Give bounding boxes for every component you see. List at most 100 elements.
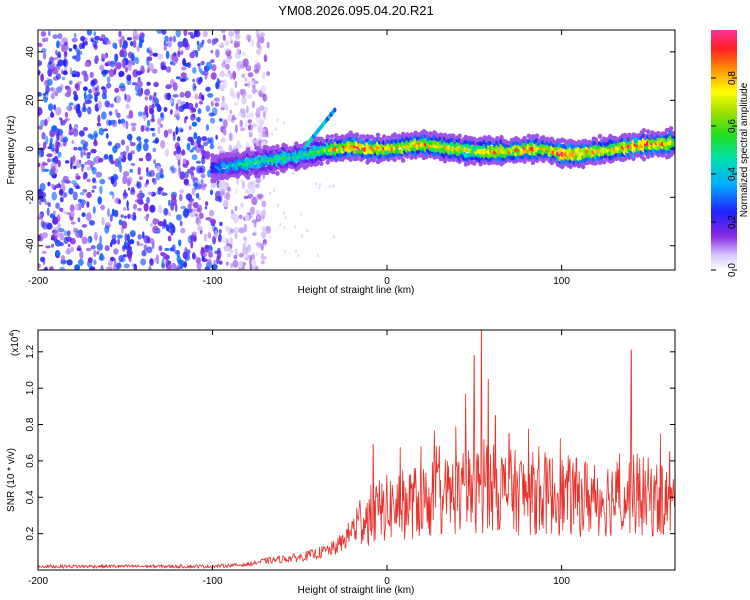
heatmap-signal-cell (392, 157, 397, 163)
heatmap-noise-cell (67, 243, 71, 248)
heatmap-noise-cell (127, 152, 133, 161)
heatmap-noise-cell (184, 116, 189, 120)
heatmap-signal-cell (581, 164, 586, 170)
heatmap-noise-cell (157, 186, 163, 195)
heatmap-noise-cell (118, 70, 125, 77)
heatmap-noise-cell (202, 30, 208, 38)
heatmap-noise-cell (142, 111, 147, 116)
heatmap-noise-cell (246, 114, 249, 119)
heatmap-noise-cell (256, 40, 261, 49)
heatmap-noise-cell (257, 33, 260, 42)
heatmap-noise-cell (74, 264, 80, 270)
heatmap-noise-cell (90, 80, 96, 87)
heatmap-noise-cell (96, 122, 101, 127)
heatmap-noise-cell (125, 103, 130, 110)
heatmap-noise-cell (162, 219, 167, 228)
heatmap-noise-cell (86, 166, 91, 171)
heatmap-noise-cell (119, 87, 126, 92)
heatmap-noise-cell (93, 250, 97, 258)
heatmap-noise-cell (100, 264, 104, 270)
heatmap-noise-cell (195, 213, 198, 217)
heatmap-noise-cell (106, 40, 112, 45)
heatmap-noise-cell (146, 119, 151, 127)
heatmap-signal-cell (382, 134, 387, 140)
heatmap-noise-cell (52, 66, 59, 75)
heatmap-noise-cell (188, 125, 192, 131)
heatmap-noise-cell (112, 42, 117, 49)
heatmap-noise-cell (86, 159, 92, 166)
heatmap-noise-cell (147, 62, 154, 72)
heatmap-noise-cell (179, 193, 183, 202)
heatmap-noise-cell (51, 148, 55, 152)
heatmap-noise-cell (122, 151, 127, 157)
heatmap-noise-cell (106, 133, 109, 139)
heatmap-noise-cell (189, 201, 193, 206)
heatmap-noise-cell (73, 44, 77, 50)
heatmap-signal-cell (522, 159, 527, 164)
heatmap-noise-cell (207, 93, 214, 98)
heatmap-noise-cell (154, 137, 159, 144)
heatmap-noise-cell (232, 259, 239, 268)
heatmap-noise-cell (197, 225, 203, 231)
heatmap-noise-cell (122, 60, 126, 69)
heatmap-noise-cell (149, 50, 154, 57)
heatmap-noise-cell (146, 196, 150, 204)
heatmap-noise-cell (279, 222, 282, 227)
heatmap-noise-cell (201, 39, 205, 45)
snr-y-ticks: 0.2 0.4 0.6 0.8 1.0 1.2 (25, 344, 675, 541)
heatmap-noise-cell (259, 105, 265, 112)
heatmap-noise-cell (45, 135, 49, 145)
heatmap-noise-cell (224, 40, 229, 47)
heatmap-noise-cell (69, 67, 73, 75)
heatmap-noise-cell (207, 38, 212, 44)
heatmap-noise-cell (64, 111, 69, 118)
heatmap-noise-cell (146, 246, 153, 254)
heatmap-noise-cell (77, 80, 82, 85)
heatmap-noise-cell (172, 94, 179, 98)
heatmap-noise-cell (208, 251, 214, 258)
heatmap-noise-cell (256, 107, 261, 114)
heatmap-noise-cell (149, 94, 152, 101)
heatmap-noise-cell (143, 203, 149, 212)
heatmap-noise-cell (145, 179, 149, 185)
heatmap-noise-cell (38, 234, 41, 242)
heatmap-noise-cell (137, 200, 144, 205)
heatmap-noise-cell (251, 219, 258, 224)
heatmap-noise-cell (101, 58, 106, 62)
heatmap-noise-cell (205, 248, 210, 253)
heatmap-noise-cell (81, 224, 88, 228)
heatmap-noise-cell (56, 214, 61, 223)
heatmap-noise-cell (149, 258, 154, 266)
heatmap-noise-cell (172, 82, 178, 91)
heatmap-noise-cell (171, 165, 175, 174)
heatmap-noise-cell (123, 171, 130, 177)
heatmap-noise-cell (195, 50, 199, 58)
heatmap-noise-cell (151, 177, 156, 183)
heatmap-noise-cell (45, 94, 49, 98)
heatmap-noise-cell (112, 264, 118, 270)
heatmap-noise-cell (261, 131, 267, 138)
heatmap-noise-cell (118, 199, 121, 205)
heatmap-noise-cell (210, 49, 213, 54)
heatmap-noise-cell (84, 61, 91, 68)
heatmap-noise-cell (42, 162, 48, 166)
y-tick-label: 1.2 (25, 344, 36, 358)
heatmap-noise-cell (136, 136, 142, 142)
heatmap-noise-cell (124, 233, 128, 242)
heatmap-noise-cell (114, 175, 119, 181)
heatmap-noise-cell (109, 103, 114, 108)
heatmap-noise-cell (209, 117, 216, 124)
heatmap-noise-cell (222, 34, 226, 41)
heatmap-noise-cell (57, 53, 62, 59)
heatmap-noise-cell (204, 266, 210, 270)
heatmap-signal-cell (641, 127, 647, 133)
heatmap-noise-cell (92, 85, 96, 94)
heatmap-noise-cell (73, 94, 79, 102)
y-tick-label: 0.6 (25, 454, 36, 468)
heatmap-noise-cell (80, 35, 86, 42)
heatmap-signal-cell (319, 161, 324, 166)
heatmap-noise-cell (106, 221, 111, 226)
heatmap-noise-cell (239, 119, 243, 128)
heatmap-noise-cell (103, 53, 107, 60)
heatmap-noise-cell (152, 68, 158, 74)
